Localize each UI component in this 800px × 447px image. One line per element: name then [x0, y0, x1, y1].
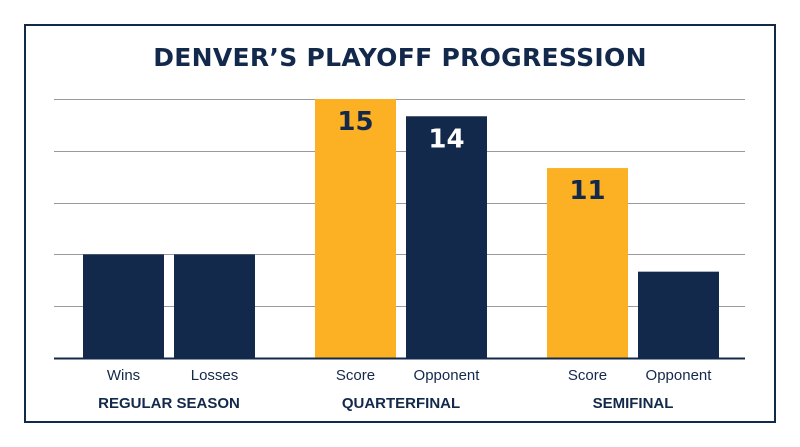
group-label: QUARTERFINAL: [342, 395, 460, 412]
data-label: 11: [569, 176, 605, 206]
chart-title: DENVER’S PLAYOFF PROGRESSION: [153, 43, 647, 72]
bar: [174, 254, 255, 358]
data-label: 5: [669, 280, 687, 310]
bar: [547, 168, 628, 358]
category-label: Opponent: [414, 367, 481, 384]
category-label: Score: [336, 367, 375, 384]
data-label: 6: [205, 262, 223, 292]
category-label: Opponent: [646, 367, 713, 384]
data-label: 14: [428, 124, 464, 154]
bar: [406, 116, 487, 359]
category-label: Wins: [107, 367, 140, 384]
group-label: SEMIFINAL: [593, 395, 674, 412]
category-label: Losses: [191, 367, 239, 384]
category-label: Score: [568, 367, 607, 384]
bar: [638, 271, 719, 358]
data-label: 15: [337, 107, 373, 137]
group-label: REGULAR SEASON: [98, 395, 240, 412]
data-label: 6: [114, 262, 132, 292]
bar: [315, 99, 396, 358]
bar: [83, 254, 164, 358]
